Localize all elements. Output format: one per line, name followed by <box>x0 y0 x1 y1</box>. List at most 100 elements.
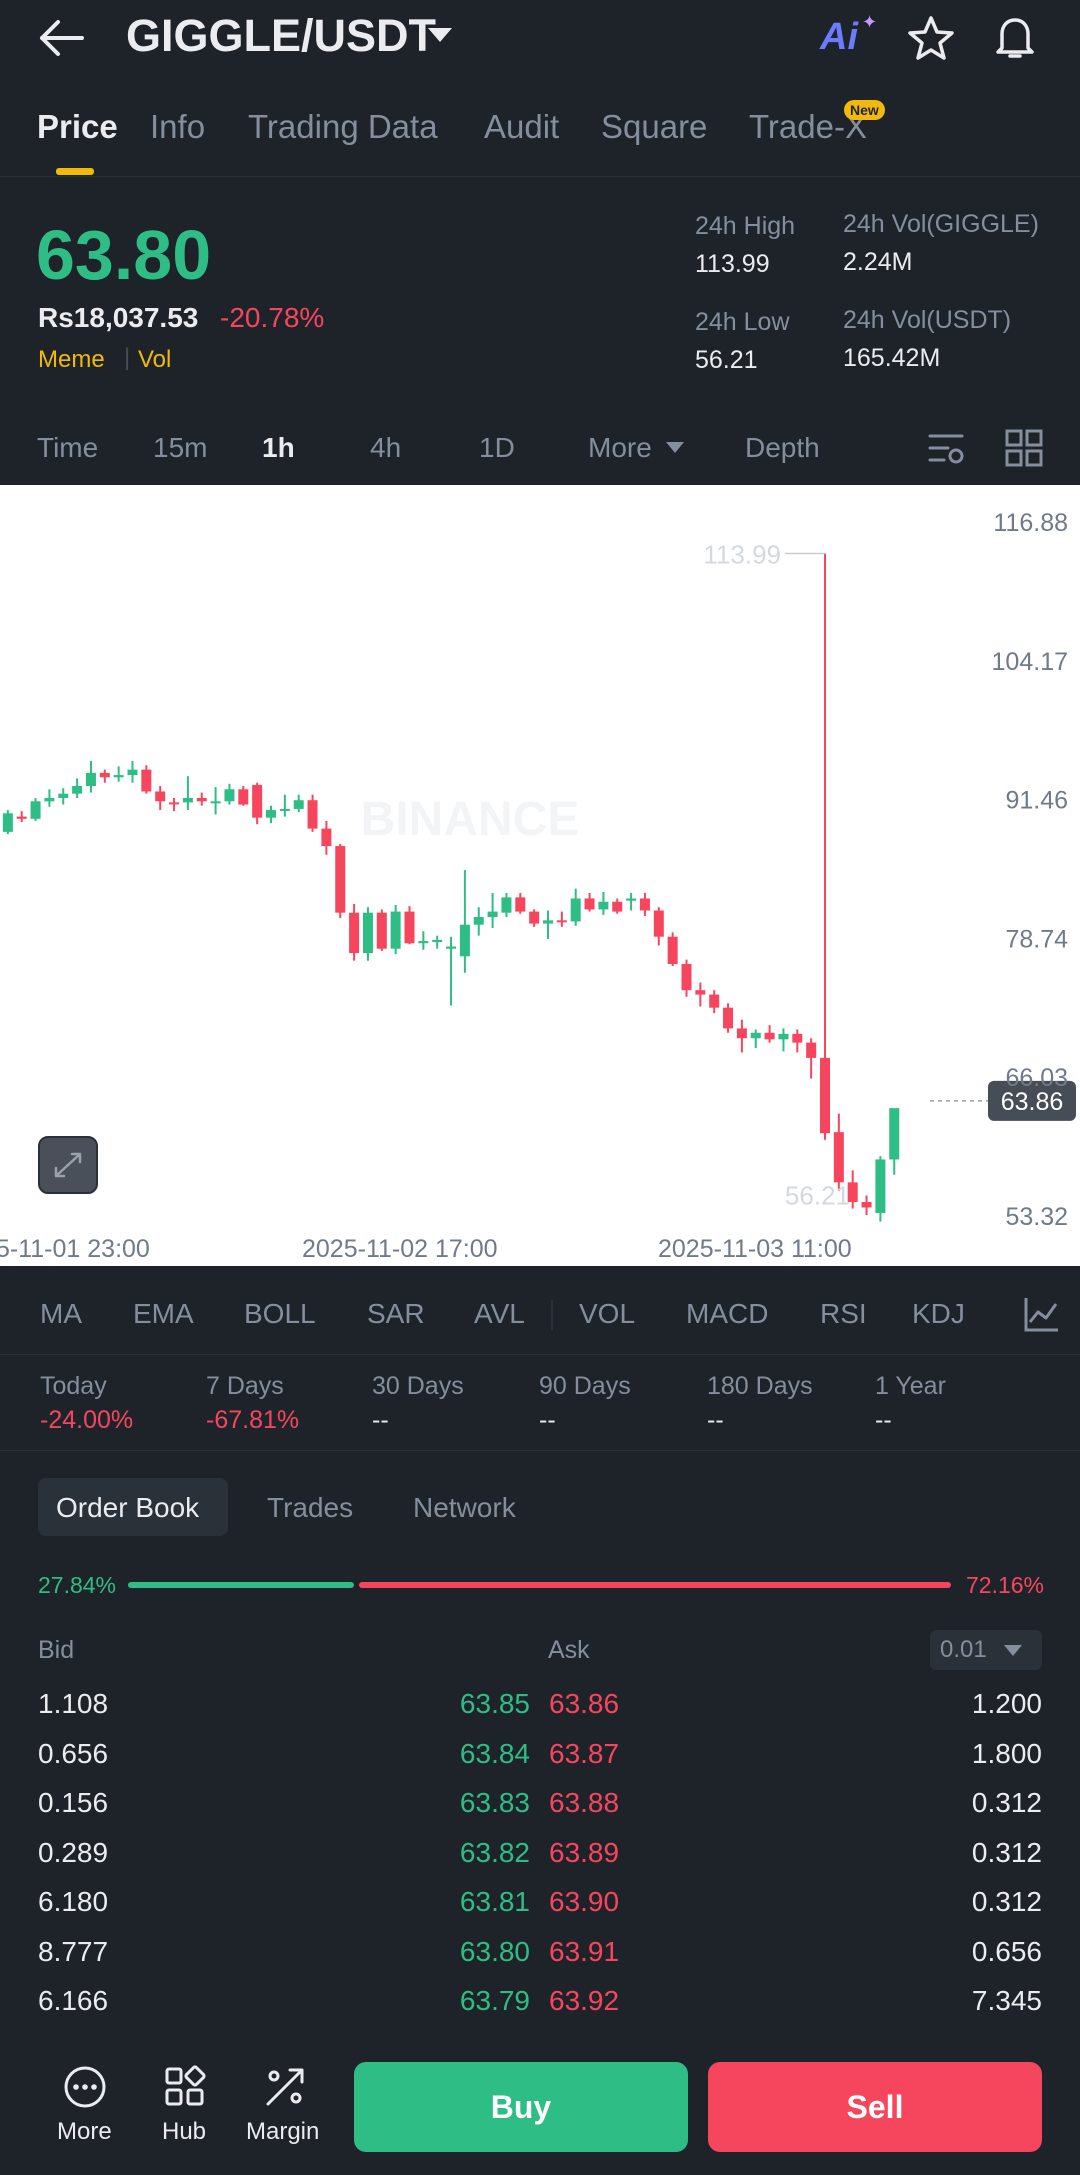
indicator-kdj[interactable]: KDJ <box>912 1298 965 1329</box>
candle-body <box>820 1057 830 1134</box>
tab-order-book[interactable]: Order Book <box>56 1492 200 1523</box>
candle-body <box>875 1159 886 1213</box>
candle-body <box>127 769 138 776</box>
orderbook-row[interactable]: 0.656 63.84 63.87 1.800 <box>0 1730 1080 1779</box>
ask-price: 63.89 <box>549 1836 620 1868</box>
stat-24h-vol-base-value: 2.24M <box>843 248 913 276</box>
precision-selector[interactable] <box>930 1630 1042 1670</box>
interval-time[interactable]: Time <box>37 432 99 463</box>
tab-audit[interactable]: Audit <box>484 108 560 145</box>
perf-30d-label: 30 Days <box>372 1372 464 1400</box>
margin-icon[interactable] <box>262 2064 308 2110</box>
indicator-vol[interactable]: VOL <box>579 1298 636 1329</box>
bid-quantity: 0.289 <box>38 1836 109 1868</box>
indicator-ema[interactable]: EMA <box>133 1298 194 1329</box>
perf-1y-label: 1 Year <box>875 1372 946 1400</box>
chart-settings-icon[interactable] <box>926 428 966 468</box>
ask-quantity: 0.312 <box>971 1787 1042 1818</box>
divider <box>0 1354 1080 1355</box>
precision-value: 0.01 <box>940 1636 987 1663</box>
indicator-boll[interactable]: BOLL <box>244 1298 316 1329</box>
perf-today-value: -24.00% <box>40 1406 134 1434</box>
indicator-settings-icon[interactable] <box>1022 1294 1062 1334</box>
layout-grid-icon[interactable] <box>1004 428 1044 468</box>
ask-quantity: 0.656 <box>971 1935 1042 1967</box>
ask-quantity: 1.800 <box>971 1737 1042 1769</box>
tab-trading-data[interactable]: Trading Data <box>248 108 438 145</box>
more-caret-icon <box>666 442 684 453</box>
candle-body <box>321 828 332 847</box>
candle-body <box>709 994 720 1008</box>
ai-assistant-icon[interactable]: Ai <box>820 16 858 58</box>
buy-button[interactable]: Buy <box>354 2062 688 2152</box>
tab-trades[interactable]: Trades <box>267 1492 354 1523</box>
nav-more-label[interactable]: More <box>57 2118 112 2145</box>
indicator-ma[interactable]: MA <box>40 1298 82 1329</box>
candle-body <box>681 963 692 991</box>
orderbook-row[interactable]: 6.180 63.81 63.90 0.312 <box>0 1878 1080 1927</box>
new-badge: New <box>844 100 885 120</box>
ai-sparkle-icon: ✦ <box>862 12 878 32</box>
candle-body <box>612 901 623 912</box>
tag-vol[interactable]: Vol <box>138 346 172 373</box>
trading-pair-title[interactable]: GIGGLE/USDT <box>126 10 437 61</box>
orderbook-row[interactable]: 1.108 63.85 63.86 1.200 <box>0 1680 1080 1729</box>
candle-body <box>861 1202 872 1208</box>
interval-more[interactable]: More <box>588 432 652 463</box>
perf-180d-label: 180 Days <box>707 1372 813 1400</box>
expand-chart-button[interactable] <box>38 1136 98 1194</box>
candlestick-chart[interactable]: BINANCE 113.99 56.21 63.86 116.88 104.17 91.… <box>0 485 1080 1266</box>
stat-24h-low-value: 56.21 <box>695 346 758 374</box>
divider <box>0 176 1080 177</box>
indicator-rsi[interactable]: RSI <box>820 1298 867 1329</box>
candle-body <box>833 1132 844 1183</box>
interval-4h[interactable]: 4h <box>370 432 402 463</box>
last-price-tag <box>988 1080 1076 1121</box>
orderbook-row[interactable]: 6.166 63.79 63.92 7.345 <box>0 1977 1080 2026</box>
back-arrow-icon[interactable] <box>38 18 86 58</box>
ask-ratio-bar <box>359 1582 951 1588</box>
orderbook-row[interactable]: 0.156 63.83 63.88 0.312 <box>0 1779 1080 1828</box>
pair-dropdown-caret-icon[interactable] <box>428 28 452 42</box>
orderbook-row[interactable]: 8.777 63.80 63.91 0.656 <box>0 1928 1080 1977</box>
tab-order-book-bg <box>38 1478 228 1536</box>
interval-1d[interactable]: 1D <box>479 432 515 463</box>
indicator-macd[interactable]: MACD <box>686 1298 769 1329</box>
candle-body <box>238 789 249 805</box>
interval-15m[interactable]: 15m <box>153 432 208 463</box>
interval-1h[interactable]: 1h <box>262 432 295 463</box>
price-change-percent: -20.78% <box>220 302 325 333</box>
nav-hub-label[interactable]: Hub <box>162 2118 207 2145</box>
divider <box>0 1450 1080 1451</box>
perf-90d-label: 90 Days <box>539 1372 631 1400</box>
stat-24h-high-label: 24h High <box>695 212 796 240</box>
more-dots-icon[interactable] <box>62 2064 108 2110</box>
interval-depth[interactable]: Depth <box>745 432 820 463</box>
ask-price: 63.91 <box>549 1935 620 1967</box>
favorite-star-icon[interactable] <box>906 14 956 64</box>
y-axis-tick: 53.32 <box>1005 1203 1068 1231</box>
tab-square[interactable]: Square <box>601 108 708 145</box>
candle-body <box>529 911 540 924</box>
candle-body <box>543 920 553 924</box>
bid-quantity: 6.166 <box>38 1985 109 2016</box>
candle-body <box>349 912 360 954</box>
perf-1y-value: -- <box>875 1406 892 1434</box>
tab-price[interactable]: Price <box>37 108 118 145</box>
perf-7d-value: -67.81% <box>206 1406 300 1434</box>
tag-meme[interactable]: Meme <box>38 346 105 373</box>
indicator-sar[interactable]: SAR <box>367 1298 425 1329</box>
candle-body <box>723 1007 734 1029</box>
tag-separator: | <box>124 344 131 371</box>
tab-network[interactable]: Network <box>413 1492 516 1523</box>
orderbook-row[interactable]: 0.289 63.82 63.89 0.312 <box>0 1829 1080 1878</box>
candle-body <box>764 1032 775 1040</box>
notification-bell-icon[interactable] <box>990 12 1040 62</box>
sell-button[interactable]: Sell <box>708 2062 1042 2152</box>
bid-price: 63.82 <box>459 1836 530 1868</box>
indicator-avl[interactable]: AVL <box>474 1298 525 1329</box>
hub-icon[interactable] <box>162 2064 208 2110</box>
tab-info[interactable]: Info <box>150 108 206 145</box>
bid-quantity: 6.180 <box>38 1886 109 1917</box>
nav-margin-label[interactable]: Margin <box>246 2118 320 2145</box>
